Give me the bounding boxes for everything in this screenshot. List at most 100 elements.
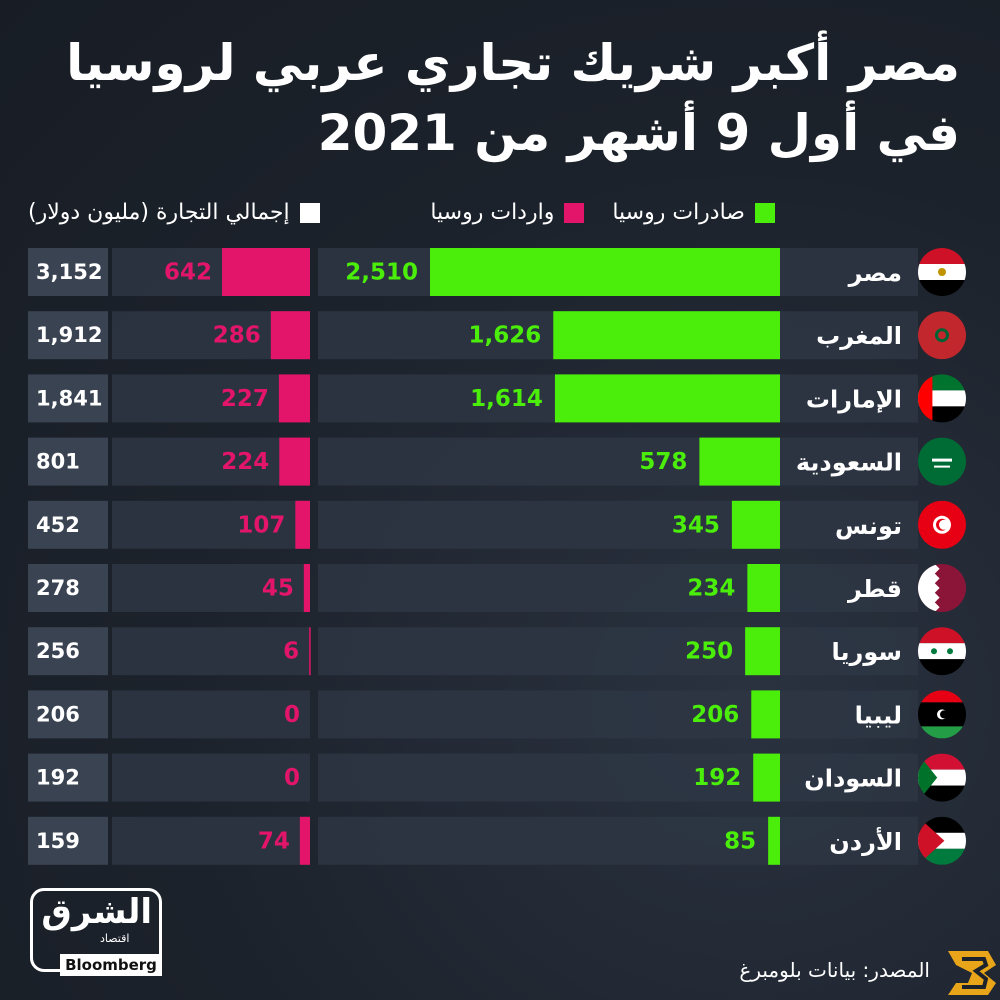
country-label: المغرب (816, 322, 902, 350)
saudi-arabia-flag-icon (918, 437, 966, 486)
legend: صادرات روسيا واردات روسيا (430, 200, 775, 225)
legend-total-label: إجمالي التجارة (مليون دولار) (28, 200, 290, 225)
row-background (318, 753, 918, 802)
imports-row-background (112, 564, 310, 612)
chart-title: مصر أكبر شريك تجاري عربي لروسيا في أول 9… (20, 28, 960, 168)
country-label: الإمارات (806, 385, 902, 413)
total-value-label: 159 (36, 829, 80, 853)
exports-value-label: 85 (724, 828, 756, 854)
imports-row-background (112, 753, 310, 802)
imports-value-label: 0 (284, 702, 300, 728)
imports-bar (279, 437, 310, 486)
row-background (318, 690, 918, 739)
total-value-label: 1,912 (36, 323, 102, 347)
row-background (318, 816, 918, 865)
total-cell-background (28, 627, 108, 676)
total-swatch (299, 202, 320, 223)
imports-value-label: 6 (283, 639, 299, 665)
imports-bar (309, 627, 311, 676)
title-line-1: مصر أكبر شريك تجاري عربي لروسيا (66, 34, 960, 92)
asharq-logo-subtitle: اقتصاد (100, 932, 130, 945)
country-label: الأردن (829, 827, 902, 856)
exports-swatch (755, 202, 775, 223)
total-value-label: 1,841 (36, 386, 102, 410)
imports-value-label: 286 (213, 323, 261, 349)
total-cell-background (28, 816, 108, 865)
imports-row-background (112, 627, 310, 676)
tunisia-flag-icon (918, 500, 966, 549)
total-value-label: 3,152 (36, 260, 102, 284)
sudan-flag-icon (918, 753, 966, 802)
exports-bar (751, 690, 780, 739)
syria-flag-icon (918, 627, 966, 676)
total-value-label: 801 (36, 450, 80, 474)
total-value-label: 206 (36, 702, 80, 726)
country-label: سوريا (832, 638, 903, 666)
morocco-flag-icon (918, 311, 966, 360)
exports-bar (753, 753, 780, 802)
total-value-label: 192 (36, 766, 80, 790)
country-label: السعودية (796, 449, 902, 477)
row-background (318, 564, 918, 612)
legend-exports: صادرات روسيا (612, 200, 775, 225)
imports-row-background (112, 500, 310, 549)
source-note: المصدر: بيانات بلومبرغ (739, 958, 930, 982)
total-cell-background (28, 311, 108, 360)
exports-value-label: 1,614 (470, 386, 543, 412)
legend-imports-label: واردات روسيا (430, 200, 555, 225)
total-cell-background (28, 753, 108, 802)
exports-value-label: 250 (685, 639, 733, 665)
total-value-label: 256 (36, 639, 80, 663)
imports-value-label: 74 (258, 828, 290, 854)
imports-value-label: 107 (237, 512, 285, 538)
total-cell-background (28, 564, 108, 612)
total-cell-background (28, 690, 108, 739)
exports-bar (745, 627, 780, 676)
row-background (318, 627, 918, 676)
bloomberg-logo: Bloomberg (60, 954, 162, 976)
legend-imports: واردات روسيا (430, 200, 585, 225)
exports-bar (731, 500, 780, 549)
imports-value-label: 45 (262, 576, 294, 602)
total-cell-background (28, 437, 108, 486)
total-value-label: 278 (36, 576, 80, 600)
exports-bar (430, 248, 780, 296)
exports-value-label: 234 (687, 576, 735, 602)
exports-bar (554, 374, 780, 423)
exports-value-label: 2,510 (345, 260, 418, 286)
imports-bar (299, 816, 310, 865)
uae-flag-icon (918, 374, 966, 423)
exports-bar (768, 816, 780, 865)
total-cell-background (28, 248, 108, 296)
exports-bar (747, 564, 780, 612)
imports-bar (295, 500, 310, 549)
exports-bar (553, 311, 780, 360)
imports-value-label: 227 (221, 386, 269, 412)
exports-value-label: 206 (691, 702, 739, 728)
total-cell-background (28, 500, 108, 549)
legend-exports-label: صادرات روسيا (612, 200, 745, 225)
row-background (318, 500, 918, 549)
qatar-flag-icon (918, 564, 966, 612)
imports-row-background (112, 374, 310, 423)
exports-value-label: 578 (639, 449, 687, 475)
title-line-2: في أول 9 أشهر من 2021 (317, 104, 960, 162)
exports-value-label: 1,626 (469, 323, 542, 349)
bloomberg-logo-text: Bloomberg (65, 956, 157, 974)
imports-row-background (112, 816, 310, 865)
country-label: ليبيا (855, 701, 902, 729)
imports-row-background (112, 437, 310, 486)
legend-total: إجمالي التجارة (مليون دولار) (28, 200, 320, 225)
imports-value-label: 642 (164, 260, 212, 286)
imports-bar (303, 564, 310, 612)
libya-flag-icon (918, 690, 966, 739)
exports-value-label: 345 (672, 512, 720, 538)
country-label: مصر (848, 259, 902, 287)
country-label: تونس (835, 512, 902, 540)
imports-bar (222, 248, 310, 296)
country-label: السودان (804, 765, 902, 793)
exports-bar (699, 437, 780, 486)
country-label: قطر (847, 575, 902, 603)
total-value-label: 452 (36, 513, 80, 537)
asharq-logo-text: الشرق (41, 892, 152, 932)
